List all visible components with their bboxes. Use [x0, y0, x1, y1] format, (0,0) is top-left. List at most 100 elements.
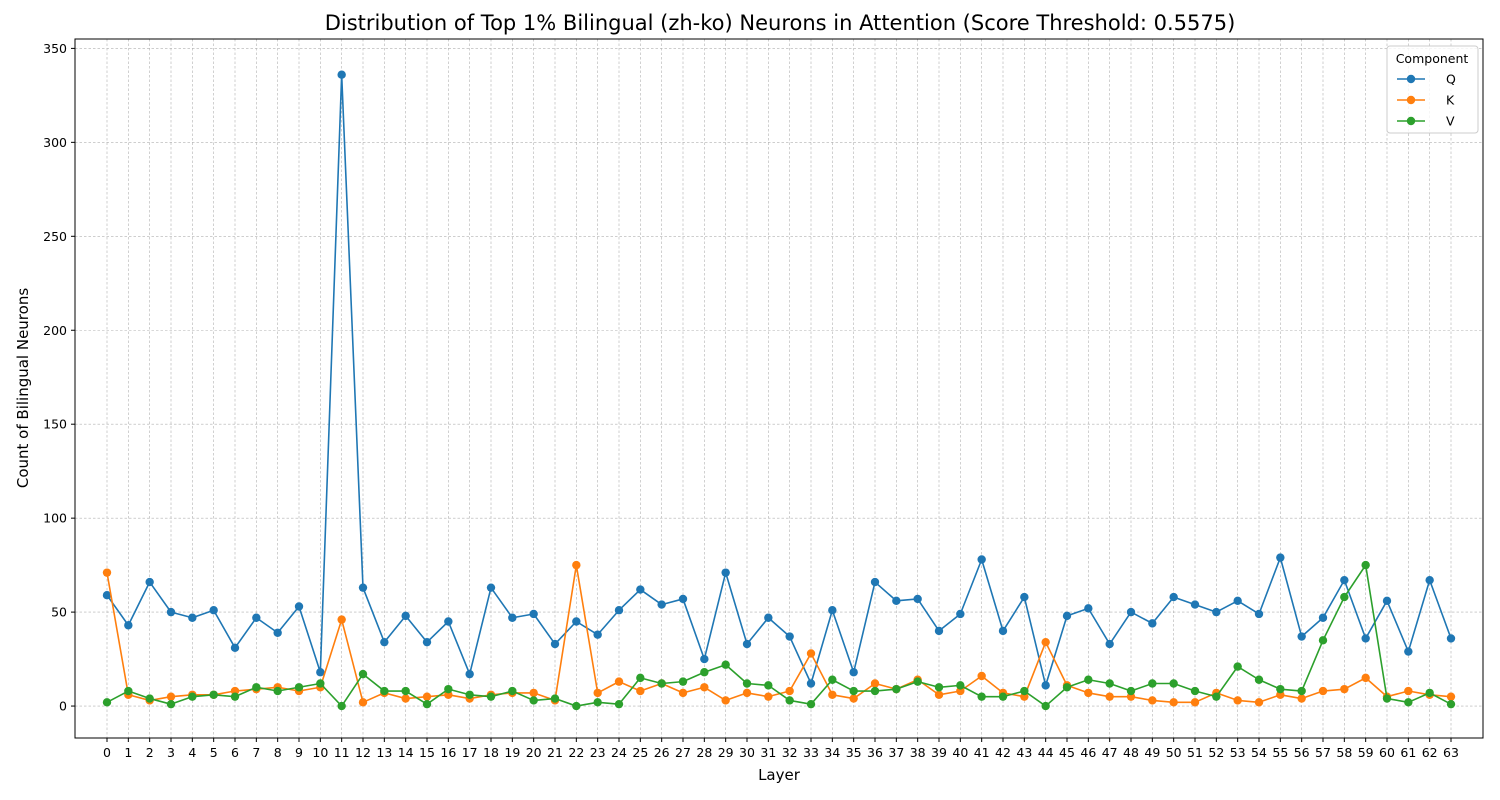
legend-box: [1386, 45, 1479, 134]
y-tick-label: 300: [43, 135, 67, 150]
y-axis-label: Count of Bilingual Neurons: [14, 288, 32, 488]
data-point-k: [337, 615, 346, 624]
x-tick-label: 4: [188, 745, 196, 760]
legend-label-k: K: [1446, 93, 1455, 108]
data-point-v: [1105, 679, 1114, 688]
y-tick-label: 200: [43, 323, 67, 338]
x-tick-label: 40: [952, 745, 968, 760]
plot-frame: [74, 38, 1484, 739]
y-tick-label: 150: [43, 417, 67, 432]
x-tick-label: 49: [1144, 745, 1160, 760]
x-tick-label: 54: [1251, 745, 1267, 760]
x-tick-label: 31: [760, 745, 776, 760]
data-point-q: [913, 594, 922, 604]
data-point-k: [636, 686, 645, 696]
x-tick-label: 59: [1358, 745, 1374, 760]
data-point-v: [230, 692, 240, 701]
x-tick-label: 13: [376, 745, 392, 760]
data-point-v: [614, 699, 624, 709]
data-point-v: [486, 692, 496, 701]
x-tick-label: 62: [1422, 745, 1438, 760]
x-tick-label: 45: [1059, 745, 1075, 760]
data-point-k: [1041, 637, 1050, 647]
data-point-k: [1318, 686, 1328, 696]
data-point-q: [892, 596, 901, 606]
data-point-q: [849, 668, 858, 677]
data-point-k: [1446, 692, 1456, 701]
x-tick-label: 33: [803, 745, 819, 760]
data-point-q: [1105, 639, 1114, 649]
data-point-q: [316, 668, 325, 677]
x-tick-label: 7: [252, 745, 260, 760]
data-point-k: [1340, 684, 1349, 694]
data-point-q: [1126, 607, 1136, 617]
x-tick-label: 25: [632, 745, 648, 760]
data-point-q: [1361, 634, 1370, 643]
data-point-v: [828, 675, 837, 684]
data-point-k: [1297, 694, 1306, 703]
x-axis: 0 1 2 3 4 5 6 7 8 9 10 11 12 13 14 15 16 17 18 19 20 21 22 23 24…: [103, 738, 1459, 760]
series-layer: [102, 70, 1456, 711]
legend-marker-q: [1406, 74, 1416, 84]
data-point-q: [1084, 604, 1093, 613]
y-tick-label: 250: [43, 229, 67, 244]
data-point-v: [401, 686, 410, 696]
x-axis-label: Layer: [758, 766, 801, 784]
data-point-k: [572, 560, 581, 570]
x-tick-label: 12: [355, 745, 371, 760]
x-tick-label: 10: [312, 745, 328, 760]
data-point-q: [401, 611, 410, 621]
legend-marker-v: [1406, 116, 1416, 126]
x-tick-label: 47: [1102, 745, 1118, 760]
data-point-q: [977, 555, 986, 564]
legend-marker-k: [1406, 95, 1416, 105]
x-tick-label: 34: [824, 745, 840, 760]
data-point-k: [1148, 696, 1157, 705]
x-tick-label: 55: [1272, 745, 1288, 760]
data-point-q: [1340, 575, 1349, 585]
x-tick-label: 57: [1315, 745, 1331, 760]
data-point-v: [102, 698, 112, 707]
data-point-v: [956, 681, 965, 690]
x-tick-label: 9: [295, 745, 303, 760]
data-point-q: [1254, 609, 1264, 619]
data-point-k: [806, 649, 816, 658]
data-point-v: [209, 690, 218, 699]
grid: [75, 39, 1483, 738]
data-point-v: [273, 686, 282, 696]
x-tick-label: 35: [846, 745, 862, 760]
data-point-q: [209, 606, 218, 615]
data-point-k: [700, 683, 709, 692]
x-tick-label: 19: [504, 745, 520, 760]
x-tick-label: 2: [146, 745, 154, 760]
data-point-k: [828, 690, 837, 699]
data-point-v: [913, 677, 922, 686]
data-point-q: [1233, 596, 1242, 606]
data-point-q: [486, 583, 496, 592]
x-tick-label: 24: [611, 745, 627, 760]
data-point-q: [721, 568, 730, 577]
data-point-k: [849, 694, 858, 703]
data-point-k: [1404, 686, 1413, 696]
data-point-q: [294, 602, 304, 611]
data-point-v: [145, 694, 154, 703]
data-point-q: [188, 613, 197, 622]
data-point-v: [742, 679, 752, 688]
x-tick-label: 60: [1379, 745, 1395, 760]
data-point-q: [1212, 607, 1221, 617]
x-tick-label: 5: [210, 745, 218, 760]
y-tick-label: 50: [51, 605, 67, 620]
data-point-q: [614, 606, 624, 615]
data-point-k: [977, 671, 986, 681]
legend: Component QKV: [1386, 45, 1479, 134]
data-point-v: [529, 696, 538, 705]
data-point-q: [252, 613, 261, 622]
data-point-q: [273, 628, 282, 637]
data-point-k: [721, 696, 730, 705]
data-point-k: [1169, 698, 1178, 707]
data-point-q: [1190, 600, 1200, 609]
x-tick-label: 58: [1336, 745, 1352, 760]
data-point-v: [764, 681, 773, 690]
data-point-v: [1361, 560, 1370, 570]
data-point-k: [1254, 698, 1264, 707]
